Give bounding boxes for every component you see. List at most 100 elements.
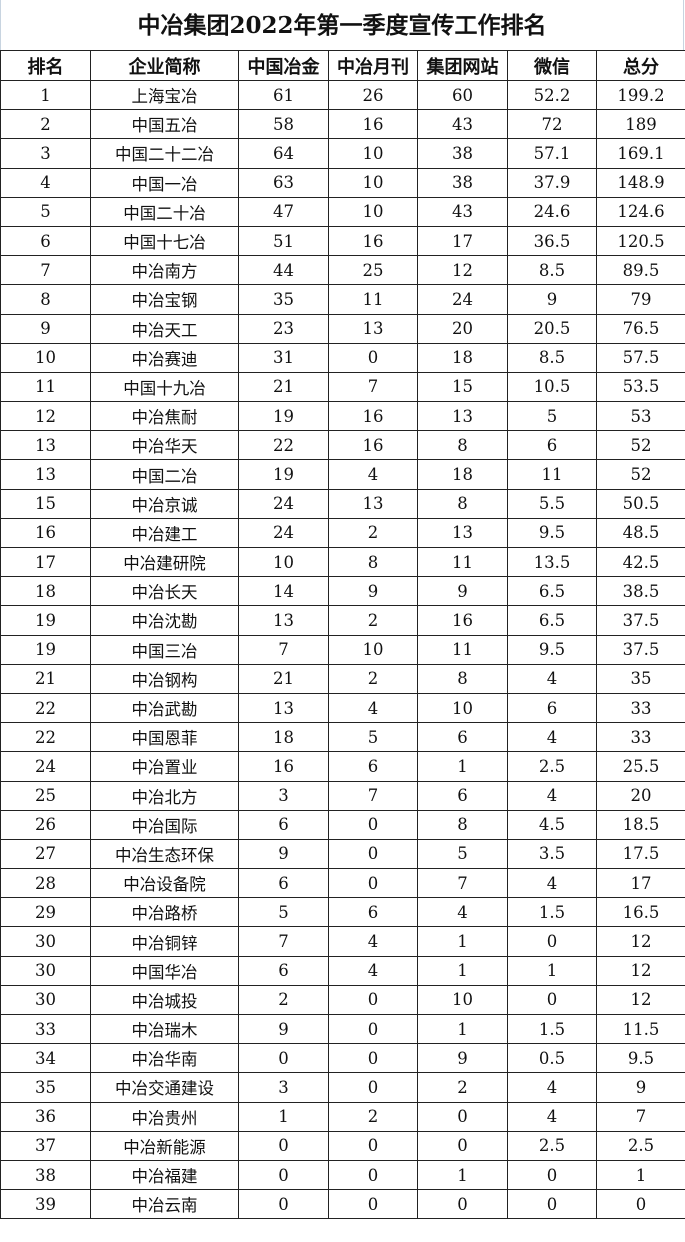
table-row: 8 中冶宝钢 35 11 24 9 79 — [0, 284, 685, 315]
cell-wechat: 6.5 — [507, 605, 597, 636]
cell-total: 9.5 — [596, 1043, 685, 1074]
table-row: 15 中冶京诚 24 13 8 5.5 50.5 — [0, 488, 685, 519]
cell-total: 35 — [596, 663, 685, 694]
header-company: 企业简称 — [90, 50, 239, 81]
cell-wechat: 2.5 — [507, 751, 597, 782]
cell-company: 中冶路桥 — [90, 897, 239, 928]
table-row: 13 中冶华天 22 16 8 6 52 — [0, 430, 685, 461]
cell-rank: 15 — [0, 488, 91, 519]
cell-mcc-monthly: 6 — [328, 897, 418, 928]
cell-group-website: 38 — [417, 138, 508, 169]
table-row: 34 中冶华南 0 0 9 0.5 9.5 — [0, 1043, 685, 1074]
cell-china-metallurgy: 61 — [238, 79, 329, 111]
cell-china-metallurgy: 5 — [238, 897, 329, 928]
cell-wechat: 4 — [507, 780, 597, 811]
cell-wechat: 1 — [507, 955, 597, 986]
cell-rank: 18 — [0, 576, 91, 607]
cell-china-metallurgy: 0 — [238, 1130, 329, 1161]
cell-company: 中冶建研院 — [90, 546, 239, 578]
cell-mcc-monthly: 6 — [328, 751, 418, 782]
cell-group-website: 16 — [417, 605, 508, 636]
cell-total: 42.5 — [596, 546, 685, 578]
table-row: 38 中冶福建 0 0 1 0 1 — [0, 1159, 685, 1191]
table-row: 6 中国十七冶 51 16 17 36.5 120.5 — [0, 225, 685, 257]
cell-wechat: 11 — [507, 459, 597, 490]
table-row: 37 中冶新能源 0 0 0 2.5 2.5 — [0, 1130, 685, 1161]
cell-wechat: 4 — [507, 868, 597, 899]
cell-wechat: 5.5 — [507, 488, 597, 519]
cell-group-website: 7 — [417, 868, 508, 899]
cell-wechat: 9.5 — [507, 634, 597, 665]
cell-rank: 29 — [0, 897, 91, 928]
cell-company: 中冶铜锌 — [90, 926, 239, 957]
cell-wechat: 52.2 — [507, 79, 597, 111]
cell-total: 17.5 — [596, 838, 685, 870]
table-row: 24 中冶置业 16 6 1 2.5 25.5 — [0, 751, 685, 782]
cell-group-website: 15 — [417, 371, 508, 403]
table-row: 29 中冶路桥 5 6 4 1.5 16.5 — [0, 897, 685, 928]
cell-group-website: 18 — [417, 342, 508, 373]
cell-total: 16.5 — [596, 897, 685, 928]
cell-group-website: 12 — [417, 255, 508, 286]
cell-china-metallurgy: 13 — [238, 692, 329, 724]
cell-wechat: 1.5 — [507, 897, 597, 928]
table-row: 9 中冶天工 23 13 20 20.5 76.5 — [0, 313, 685, 344]
cell-wechat: 1.5 — [507, 1013, 597, 1045]
table-row: 26 中冶国际 6 0 8 4.5 18.5 — [0, 809, 685, 840]
cell-rank: 8 — [0, 284, 91, 315]
table-row: 1 上海宝冶 61 26 60 52.2 199.2 — [0, 79, 685, 111]
cell-company: 中冶宝钢 — [90, 284, 239, 315]
cell-rank: 3 — [0, 138, 91, 169]
cell-wechat: 5 — [507, 401, 597, 432]
cell-company: 中冶新能源 — [90, 1130, 239, 1161]
cell-rank: 7 — [0, 255, 91, 286]
table-row: 30 中国华冶 6 4 1 1 12 — [0, 955, 685, 986]
table-row: 28 中冶设备院 6 0 7 4 17 — [0, 868, 685, 899]
cell-rank: 36 — [0, 1101, 91, 1132]
cell-mcc-monthly: 0 — [328, 1072, 418, 1103]
cell-company: 中冶南方 — [90, 255, 239, 286]
cell-mcc-monthly: 2 — [328, 663, 418, 694]
cell-company: 中国三冶 — [90, 634, 239, 665]
cell-wechat: 4 — [507, 1101, 597, 1132]
header-china-metallurgy: 中国冶金 — [238, 50, 329, 81]
cell-total: 50.5 — [596, 488, 685, 519]
cell-china-metallurgy: 6 — [238, 955, 329, 986]
cell-wechat: 36.5 — [507, 225, 597, 257]
cell-company: 中冶交通建设 — [90, 1072, 239, 1103]
cell-total: 148.9 — [596, 167, 685, 198]
cell-total: 12 — [596, 926, 685, 957]
cell-total: 124.6 — [596, 196, 685, 227]
cell-china-metallurgy: 1 — [238, 1101, 329, 1132]
header-wechat: 微信 — [507, 50, 597, 81]
cell-china-metallurgy: 6 — [238, 868, 329, 899]
cell-mcc-monthly: 16 — [328, 430, 418, 461]
cell-company: 中冶钢构 — [90, 663, 239, 694]
cell-group-website: 1 — [417, 955, 508, 986]
cell-total: 33 — [596, 722, 685, 753]
cell-wechat: 24.6 — [507, 196, 597, 227]
cell-wechat: 20.5 — [507, 313, 597, 344]
ranking-table: 排名 企业简称 中国冶金 中冶月刊 集团网站 微信 总分 1 上海宝冶 61 26 60 52.2 19… — [0, 50, 685, 1220]
table-row: 22 中国恩菲 18 5 6 4 33 — [0, 722, 685, 753]
cell-company: 中冶国际 — [90, 809, 239, 840]
cell-company: 中冶生态环保 — [90, 838, 239, 870]
cell-china-metallurgy: 9 — [238, 838, 329, 870]
cell-wechat: 4 — [507, 722, 597, 753]
cell-total: 169.1 — [596, 138, 685, 169]
cell-total: 7 — [596, 1101, 685, 1132]
cell-rank: 25 — [0, 780, 91, 811]
cell-total: 20 — [596, 780, 685, 811]
table-row: 30 中冶铜锌 7 4 1 0 12 — [0, 926, 685, 957]
cell-total: 52 — [596, 430, 685, 461]
table-row: 17 中冶建研院 10 8 11 13.5 42.5 — [0, 546, 685, 578]
cell-group-website: 0 — [417, 1189, 508, 1220]
cell-company: 中国十七冶 — [90, 225, 239, 257]
cell-total: 18.5 — [596, 809, 685, 840]
cell-rank: 38 — [0, 1159, 91, 1191]
cell-wechat: 4.5 — [507, 809, 597, 840]
cell-group-website: 6 — [417, 780, 508, 811]
cell-china-metallurgy: 63 — [238, 167, 329, 198]
cell-rank: 21 — [0, 663, 91, 694]
cell-rank: 19 — [0, 634, 91, 665]
